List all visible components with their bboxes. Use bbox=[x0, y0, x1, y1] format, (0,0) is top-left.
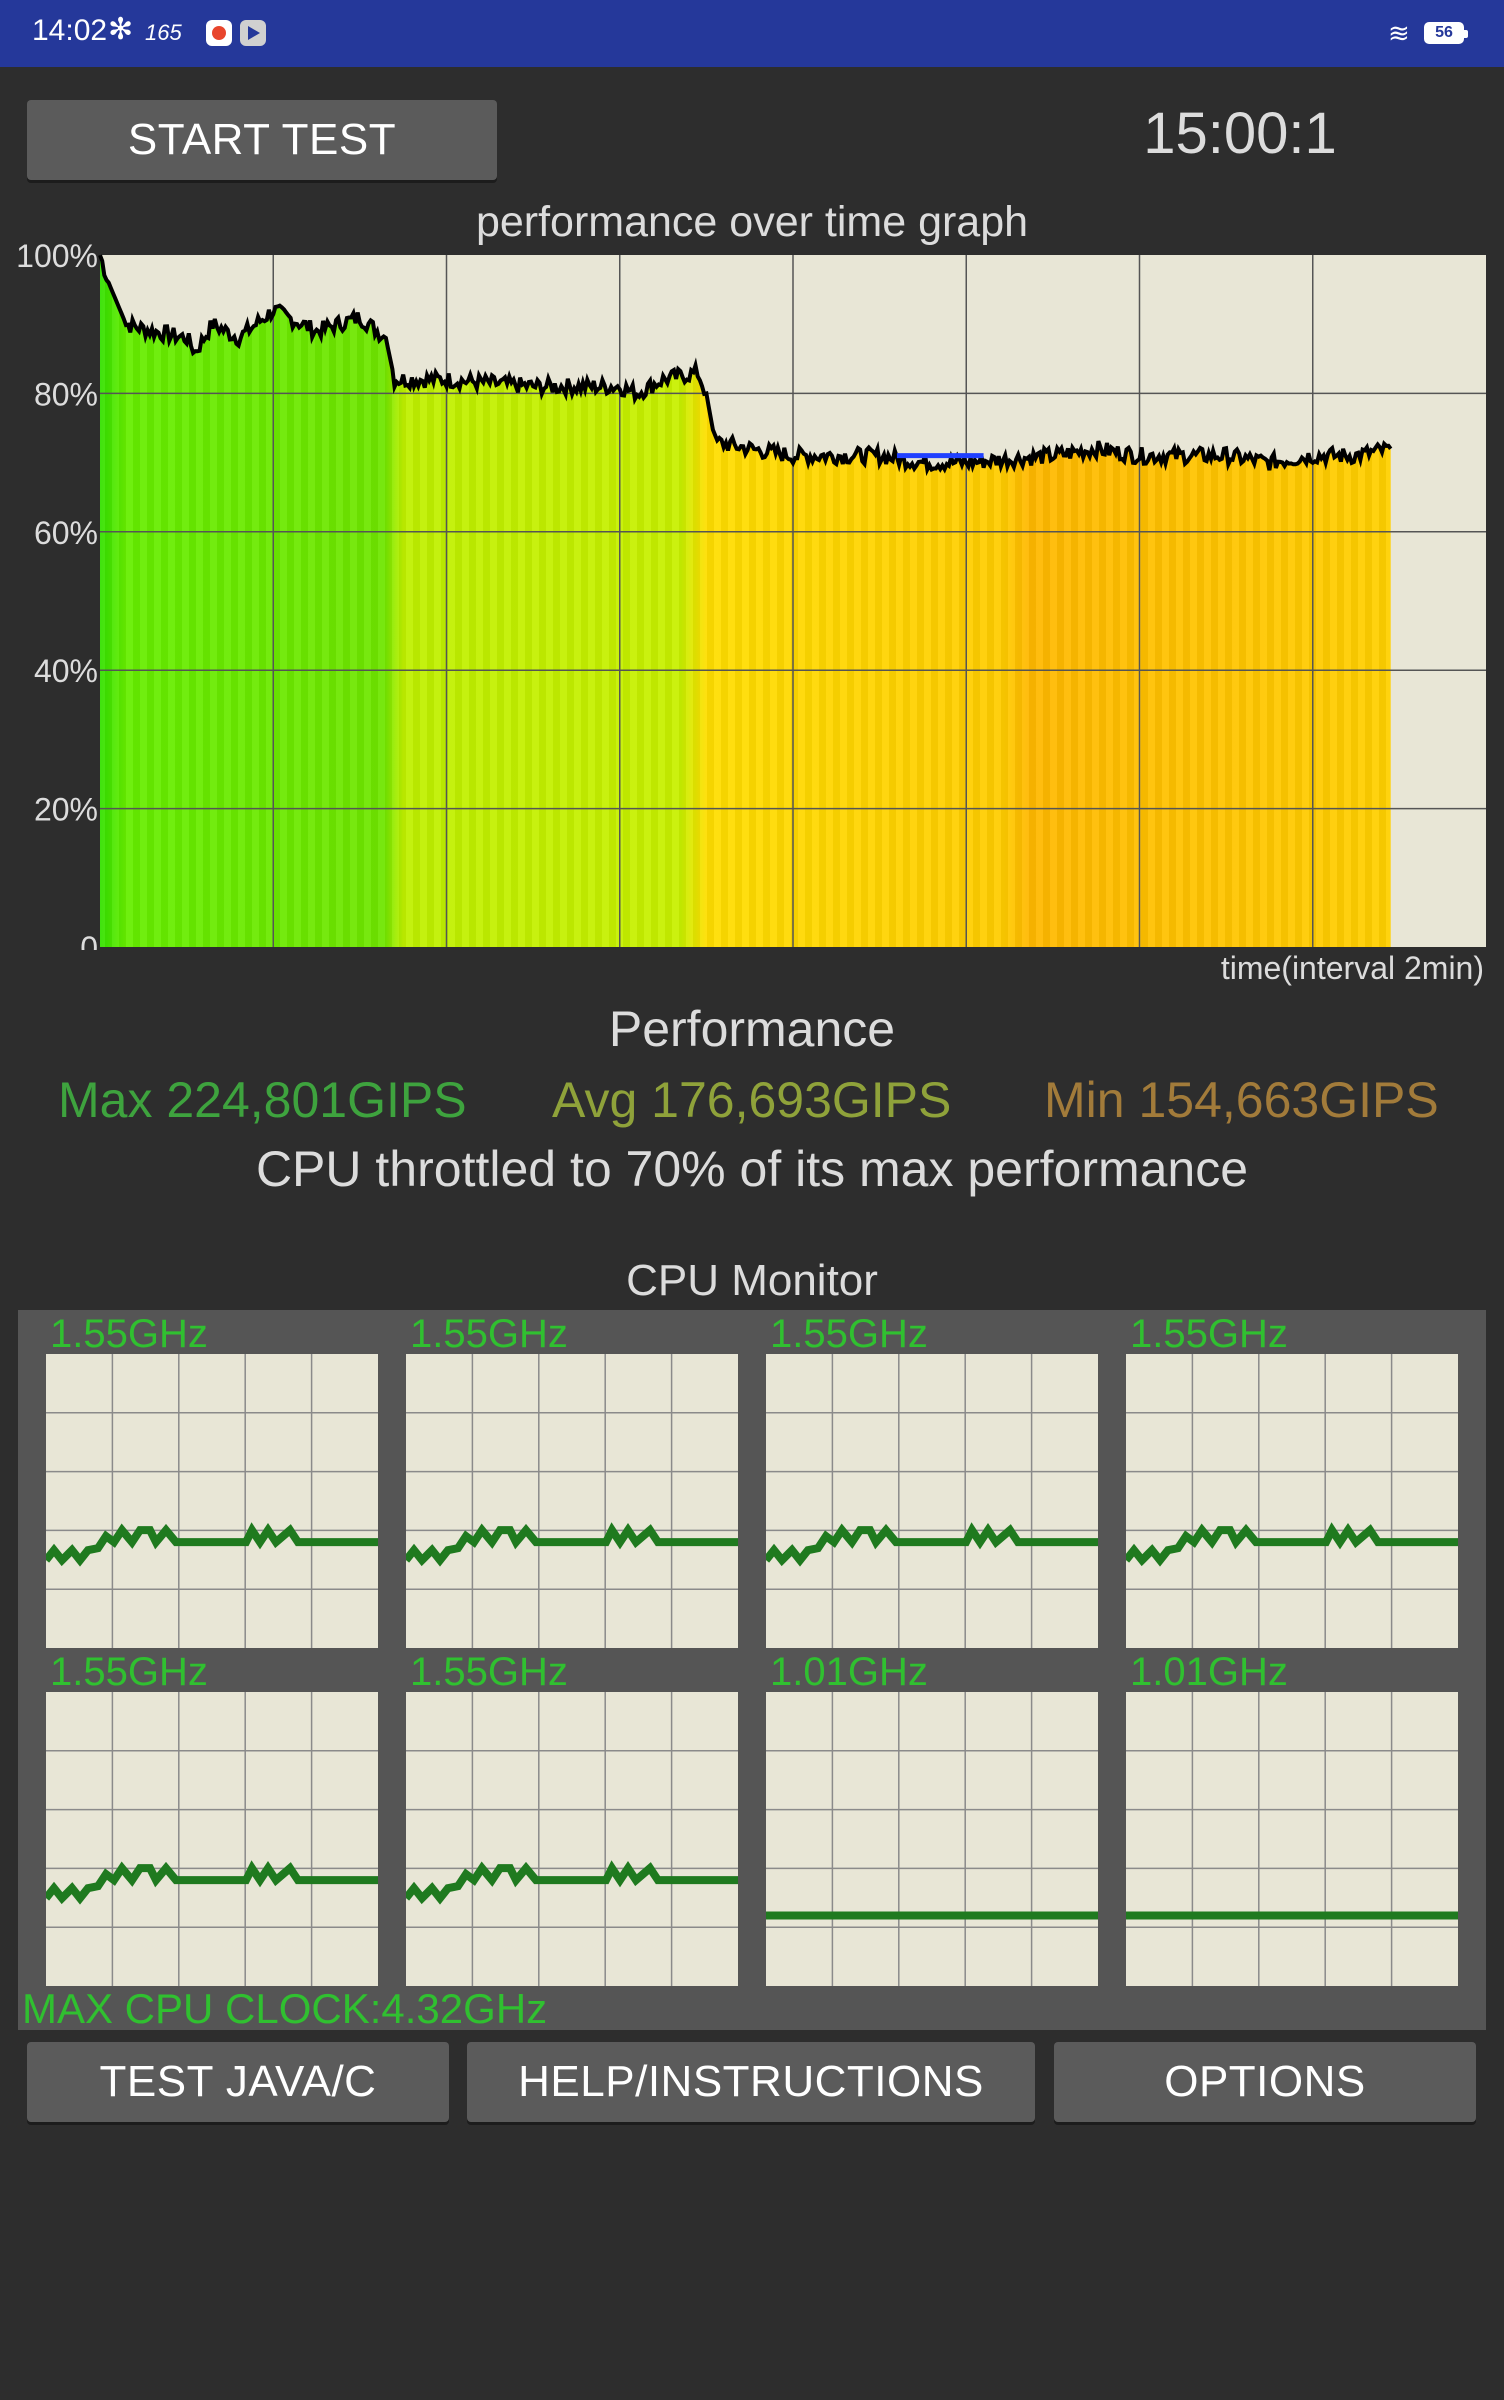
core-graph-5 bbox=[46, 1692, 378, 1986]
min-performance: Min 154,663GIPS bbox=[1044, 1072, 1439, 1128]
max-performance: Max 224,801GIPS bbox=[58, 1072, 467, 1128]
test-timer: 15:00:1 bbox=[1143, 101, 1337, 166]
core-load-line bbox=[1126, 1522, 1458, 1567]
performance-graph: 100% 80% 60% 40% 20% 0 bbox=[16, 238, 1486, 950]
status-time: 14:02 bbox=[32, 14, 108, 47]
avg-performance: Avg 176,693GIPS bbox=[552, 1072, 952, 1128]
y-axis-ticks: 100% 80% 60% 40% 20% 0 bbox=[16, 238, 98, 950]
y-tick-label: 60% bbox=[34, 515, 98, 551]
core-load-line bbox=[406, 1522, 738, 1567]
core-graph-3 bbox=[766, 1354, 1098, 1648]
graph-title: performance over time graph bbox=[475, 198, 1029, 246]
core-graph-4 bbox=[1126, 1354, 1458, 1648]
options-button[interactable]: OPTIONS bbox=[1054, 2042, 1476, 2122]
core-graph-background bbox=[1126, 1354, 1458, 1648]
core-frequency-2: 1.55GHz bbox=[410, 1312, 568, 1356]
core-graph-7 bbox=[766, 1692, 1098, 1986]
core-frequency-4: 1.55GHz bbox=[1130, 1312, 1288, 1356]
refresh-rate: 165 bbox=[145, 20, 182, 45]
x-axis-label: time(interval 2min) bbox=[1220, 950, 1484, 986]
test-java-c-button[interactable]: TEST JAVA/C bbox=[27, 2042, 449, 2122]
y-tick-label: 0 bbox=[80, 930, 98, 950]
core-frequency-5: 1.55GHz bbox=[50, 1650, 208, 1694]
help-instructions-button[interactable]: HELP/INSTRUCTIONS bbox=[467, 2042, 1035, 2122]
wifi-icon: ≋ bbox=[1388, 18, 1410, 48]
core-frequency-1: 1.55GHz bbox=[50, 1312, 208, 1356]
core-graph-background bbox=[406, 1692, 738, 1986]
performance-heat-stripes bbox=[100, 255, 1391, 947]
throttle-message: CPU throttled to 70% of its max performa… bbox=[255, 1141, 1249, 1197]
core-graph-6 bbox=[406, 1692, 738, 1986]
core-load-line bbox=[46, 1860, 378, 1905]
core-frequency-7: 1.01GHz bbox=[770, 1650, 928, 1694]
core-graph-2 bbox=[406, 1354, 738, 1648]
y-tick-label: 100% bbox=[16, 238, 98, 274]
app-icon-play bbox=[240, 20, 266, 46]
graph-grid bbox=[100, 255, 1486, 947]
core-graph-background bbox=[46, 1692, 378, 1986]
core-graph-background bbox=[1126, 1692, 1458, 1986]
start-test-button[interactable]: START TEST bbox=[27, 100, 497, 180]
core-load-line bbox=[46, 1522, 378, 1567]
core-frequency-3: 1.55GHz bbox=[770, 1312, 928, 1356]
core-graph-background bbox=[46, 1354, 378, 1648]
core-frequency-8: 1.01GHz bbox=[1130, 1650, 1288, 1694]
core-load-line bbox=[406, 1860, 738, 1905]
performance-line bbox=[98, 254, 1393, 477]
core-graph-background bbox=[766, 1692, 1098, 1986]
y-tick-label: 40% bbox=[34, 653, 98, 689]
core-frequency-6: 1.55GHz bbox=[410, 1650, 568, 1694]
core-load-line bbox=[766, 1522, 1098, 1567]
cpu-monitor-title: CPU Monitor bbox=[626, 1256, 878, 1305]
status-bar: 14:02 ✻ 165 ≋ 56 bbox=[0, 0, 1504, 67]
y-tick-label: 80% bbox=[34, 376, 98, 412]
battery-icon: 56 bbox=[1424, 22, 1468, 44]
max-cpu-clock: MAX CPU CLOCK:4.32GHz bbox=[22, 1985, 548, 2032]
core-graph-1 bbox=[46, 1354, 378, 1648]
y-tick-label: 20% bbox=[34, 792, 98, 828]
performance-title: Performance bbox=[608, 1001, 896, 1057]
core-graph-8 bbox=[1126, 1692, 1458, 1986]
core-graph-background bbox=[406, 1354, 738, 1648]
fan-icon: ✻ bbox=[108, 13, 134, 46]
core-graph-background bbox=[766, 1354, 1098, 1648]
app-icon-red bbox=[206, 20, 232, 46]
